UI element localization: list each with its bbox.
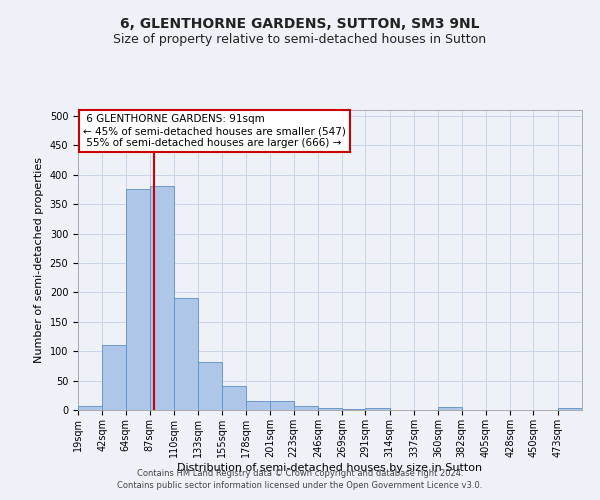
Bar: [150, 186, 174, 410]
Bar: [557, 408, 582, 410]
Bar: [221, 386, 246, 410]
Bar: [78, 406, 103, 410]
Bar: [293, 406, 318, 410]
Text: Contains public sector information licensed under the Open Government Licence v3: Contains public sector information licen…: [118, 481, 482, 490]
X-axis label: Distribution of semi-detached houses by size in Sutton: Distribution of semi-detached houses by …: [178, 462, 482, 472]
Text: Contains HM Land Registry data © Crown copyright and database right 2024.: Contains HM Land Registry data © Crown c…: [137, 468, 463, 477]
Bar: [125, 190, 150, 410]
Bar: [439, 407, 461, 410]
Bar: [246, 401, 271, 410]
Bar: [174, 298, 199, 410]
Bar: [365, 408, 389, 410]
Bar: [199, 362, 221, 410]
Text: 6, GLENTHORNE GARDENS, SUTTON, SM3 9NL: 6, GLENTHORNE GARDENS, SUTTON, SM3 9NL: [120, 18, 480, 32]
Bar: [318, 408, 342, 410]
Bar: [271, 400, 293, 410]
Text: Size of property relative to semi-detached houses in Sutton: Size of property relative to semi-detach…: [113, 32, 487, 46]
Text: 6 GLENTHORNE GARDENS: 91sqm
← 45% of semi-detached houses are smaller (547)
 55%: 6 GLENTHORNE GARDENS: 91sqm ← 45% of sem…: [83, 114, 346, 148]
Y-axis label: Number of semi-detached properties: Number of semi-detached properties: [34, 157, 44, 363]
Bar: [103, 346, 125, 410]
